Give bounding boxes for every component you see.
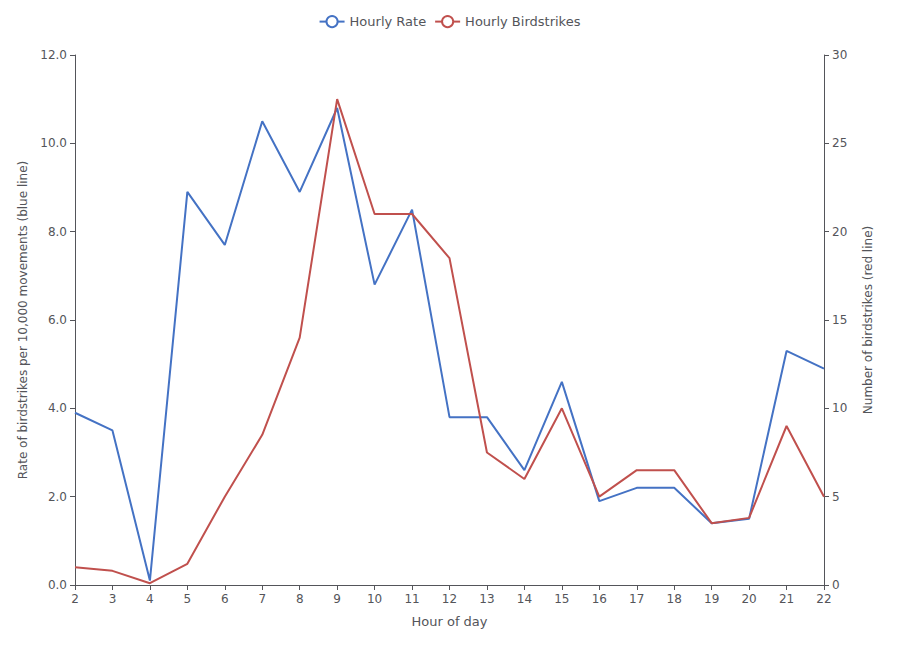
svg-text:7: 7 xyxy=(258,592,266,606)
svg-text:10.0: 10.0 xyxy=(40,136,67,150)
svg-text:16: 16 xyxy=(592,592,607,606)
svg-text:18: 18 xyxy=(667,592,682,606)
svg-text:0: 0 xyxy=(832,578,840,592)
svg-text:19: 19 xyxy=(704,592,719,606)
svg-text:13: 13 xyxy=(479,592,494,606)
svg-text:15: 15 xyxy=(832,313,847,327)
svg-text:6: 6 xyxy=(221,592,229,606)
svg-text:5: 5 xyxy=(832,490,840,504)
svg-text:15: 15 xyxy=(554,592,569,606)
svg-text:11: 11 xyxy=(404,592,419,606)
svg-text:4.0: 4.0 xyxy=(48,401,67,415)
svg-text:22: 22 xyxy=(816,592,831,606)
svg-text:6.0: 6.0 xyxy=(48,313,67,327)
svg-text:5: 5 xyxy=(184,592,192,606)
svg-text:Number of birdstrikes (red lin: Number of birdstrikes (red line) xyxy=(861,226,875,414)
svg-text:20: 20 xyxy=(741,592,756,606)
svg-text:9: 9 xyxy=(333,592,341,606)
svg-text:3: 3 xyxy=(109,592,117,606)
svg-text:12: 12 xyxy=(442,592,457,606)
svg-text:30: 30 xyxy=(832,48,847,62)
svg-text:21: 21 xyxy=(779,592,794,606)
svg-text:14: 14 xyxy=(517,592,532,606)
svg-text:Hour of day: Hour of day xyxy=(411,614,487,629)
svg-text:2: 2 xyxy=(71,592,79,606)
svg-text:Hourly Rate: Hourly Rate xyxy=(350,14,427,29)
svg-text:25: 25 xyxy=(832,136,847,150)
svg-text:Hourly Birdstrikes: Hourly Birdstrikes xyxy=(465,14,581,29)
svg-text:17: 17 xyxy=(629,592,644,606)
svg-text:12.0: 12.0 xyxy=(40,48,67,62)
svg-text:8: 8 xyxy=(296,592,304,606)
svg-text:8.0: 8.0 xyxy=(48,225,67,239)
svg-text:0.0: 0.0 xyxy=(48,578,67,592)
svg-text:2.0: 2.0 xyxy=(48,490,67,504)
svg-text:10: 10 xyxy=(367,592,382,606)
svg-text:4: 4 xyxy=(146,592,154,606)
svg-text:Rate of birdstrikes per 10,000: Rate of birdstrikes per 10,000 movements… xyxy=(16,161,30,480)
svg-text:10: 10 xyxy=(832,401,847,415)
svg-text:20: 20 xyxy=(832,225,847,239)
